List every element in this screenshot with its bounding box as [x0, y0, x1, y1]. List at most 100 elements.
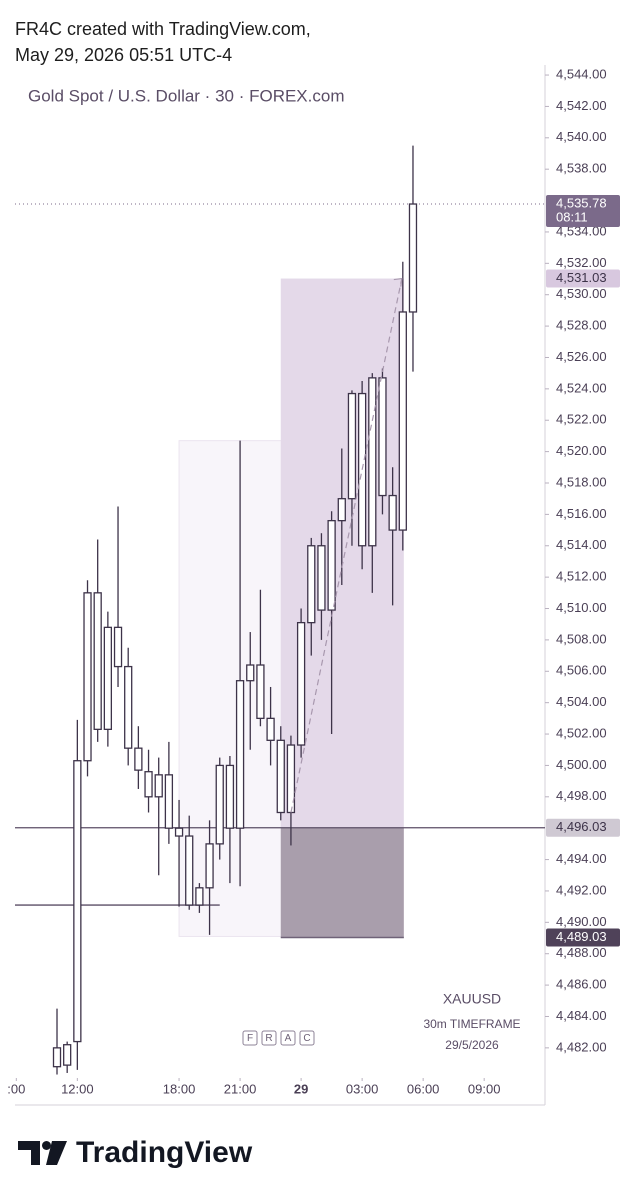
badge-box — [299, 1030, 315, 1046]
y-tick-label: 4,508.00 — [556, 631, 607, 646]
y-tick-label: 4,484.00 — [556, 1008, 607, 1023]
x-tick-label: 29 — [294, 1081, 308, 1096]
y-tick-label: 4,526.00 — [556, 349, 607, 364]
candle-body — [398, 311, 407, 531]
y-tick-label: 4,528.00 — [556, 318, 607, 333]
y-tick-label: 4,524.00 — [556, 380, 607, 395]
watermark-date: 29/5/2026 — [445, 1038, 499, 1052]
logo-mark — [46, 1141, 67, 1165]
badge-letter: A — [285, 1033, 292, 1044]
logo-mark — [18, 1141, 40, 1165]
badge-letter: F — [247, 1033, 253, 1044]
y-tick-label: 4,504.00 — [556, 694, 607, 709]
x-tick-label: 21:00 — [224, 1081, 257, 1096]
target-label-bg — [546, 269, 620, 288]
candle-body — [266, 717, 275, 741]
y-tick-label: 4,500.00 — [556, 757, 607, 772]
y-tick-label: 4,498.00 — [556, 788, 607, 803]
y-tick-label: 4,534.00 — [556, 223, 607, 238]
candle-body — [83, 592, 92, 762]
candle-body — [256, 664, 265, 720]
y-tick-label: 4,490.00 — [556, 914, 607, 929]
candle-body — [347, 392, 357, 500]
candle-body — [134, 747, 143, 771]
candle-body — [317, 545, 326, 611]
arrow-head — [393, 277, 403, 287]
candle-body — [124, 665, 133, 749]
x-tick-label: 18:00 — [163, 1081, 196, 1096]
badge-box — [242, 1030, 258, 1046]
y-tick-label: 4,488.00 — [556, 945, 607, 960]
y-tick-label: 4,514.00 — [556, 537, 607, 552]
candle-body — [154, 774, 163, 798]
last-price-label: 4,535.78 — [556, 195, 607, 210]
candle-body — [225, 764, 235, 829]
y-tick-label: 4,502.00 — [556, 725, 607, 740]
y-tick-label: 4,516.00 — [556, 506, 607, 521]
x-tick-label: :00 — [7, 1081, 25, 1096]
target-label: 4,531.03 — [556, 270, 607, 285]
candle-body — [73, 760, 82, 1043]
candle-body — [327, 520, 336, 611]
y-tick-label: 4,482.00 — [556, 1039, 607, 1054]
candle-body — [246, 664, 255, 682]
x-tick-label: 09:00 — [468, 1081, 501, 1096]
y-tick-label: 4,538.00 — [556, 161, 607, 176]
y-tick-label: 4,506.00 — [556, 663, 607, 678]
y-tick-label: 4,530.00 — [556, 286, 607, 301]
y-tick-label: 4,542.00 — [556, 98, 607, 113]
y-tick-label: 4,532.00 — [556, 255, 607, 270]
y-tick-label: 4,510.00 — [556, 600, 607, 615]
candle-body — [307, 545, 316, 624]
badge-box — [280, 1030, 296, 1046]
candle-body — [144, 771, 153, 798]
last-price-bg — [546, 195, 620, 228]
credit-date: May 29, 2026 05:51 UTC-4 — [15, 45, 232, 65]
candle-body — [164, 774, 174, 829]
stop-label: 4,489.03 — [556, 929, 607, 944]
x-tick-label: 06:00 — [407, 1081, 440, 1096]
y-tick-label: 4,544.00 — [556, 66, 607, 81]
loss-zone — [280, 827, 404, 938]
badge-letter: R — [265, 1033, 272, 1044]
footer-logo: TradingView — [18, 1136, 253, 1169]
candle-body — [52, 1047, 62, 1068]
candle-body — [205, 843, 214, 889]
y-tick-label: 4,494.00 — [556, 851, 607, 866]
badge-letter: C — [303, 1033, 310, 1044]
candle-body — [174, 827, 184, 837]
candle-body — [235, 680, 245, 829]
candle-body — [296, 621, 306, 746]
logo-dot — [42, 1141, 51, 1150]
trend-arrow — [290, 278, 403, 813]
candle-body — [113, 626, 123, 668]
candle-body — [185, 835, 194, 906]
plot: 4,544.00 4,542.00 4,540.00 4,538.00 4,534.00… — [7, 65, 620, 1106]
watermark-timeframe: 30m TIMEFRAME — [423, 1017, 520, 1031]
candle-body — [276, 739, 285, 814]
stop-label-bg — [546, 928, 620, 947]
credit-line: FR4C created with TradingView.com, — [15, 19, 311, 39]
entry-label: 4,496.03 — [556, 819, 607, 834]
y-tick-label: 4,492.00 — [556, 882, 607, 897]
y-tick-label: 4,522.00 — [556, 412, 607, 427]
y-tick-label: 4,486.00 — [556, 977, 607, 992]
candle-body — [378, 377, 387, 497]
y-tick-label: 4,520.00 — [556, 443, 607, 458]
y-tick-label: 4,512.00 — [556, 569, 607, 584]
badge-box — [261, 1030, 277, 1046]
y-tick-label: 4,540.00 — [556, 129, 607, 144]
y-tick-label: 4,518.00 — [556, 474, 607, 489]
entry-label-bg — [546, 818, 620, 837]
candle-body — [103, 626, 113, 730]
candle-body — [368, 377, 377, 547]
candle-body — [63, 1044, 72, 1066]
x-tick-label: 12:00 — [61, 1081, 94, 1096]
candle-body — [93, 592, 102, 730]
chart-title: Gold Spot / U.S. Dollar · 30 · FOREX.com — [28, 86, 344, 105]
candle-body — [337, 498, 346, 522]
candle-body — [388, 494, 397, 531]
watermark-symbol: XAUUSD — [443, 991, 501, 1007]
candle-body — [215, 764, 224, 845]
